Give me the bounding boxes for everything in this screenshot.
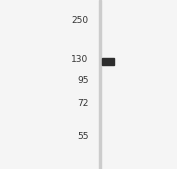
- Text: 72: 72: [77, 99, 88, 108]
- Text: 250: 250: [71, 16, 88, 25]
- Text: 55: 55: [77, 132, 88, 141]
- Text: 130: 130: [71, 55, 88, 65]
- Text: 95: 95: [77, 76, 88, 85]
- Bar: [102, 58, 114, 65]
- Bar: [99, 0, 101, 169]
